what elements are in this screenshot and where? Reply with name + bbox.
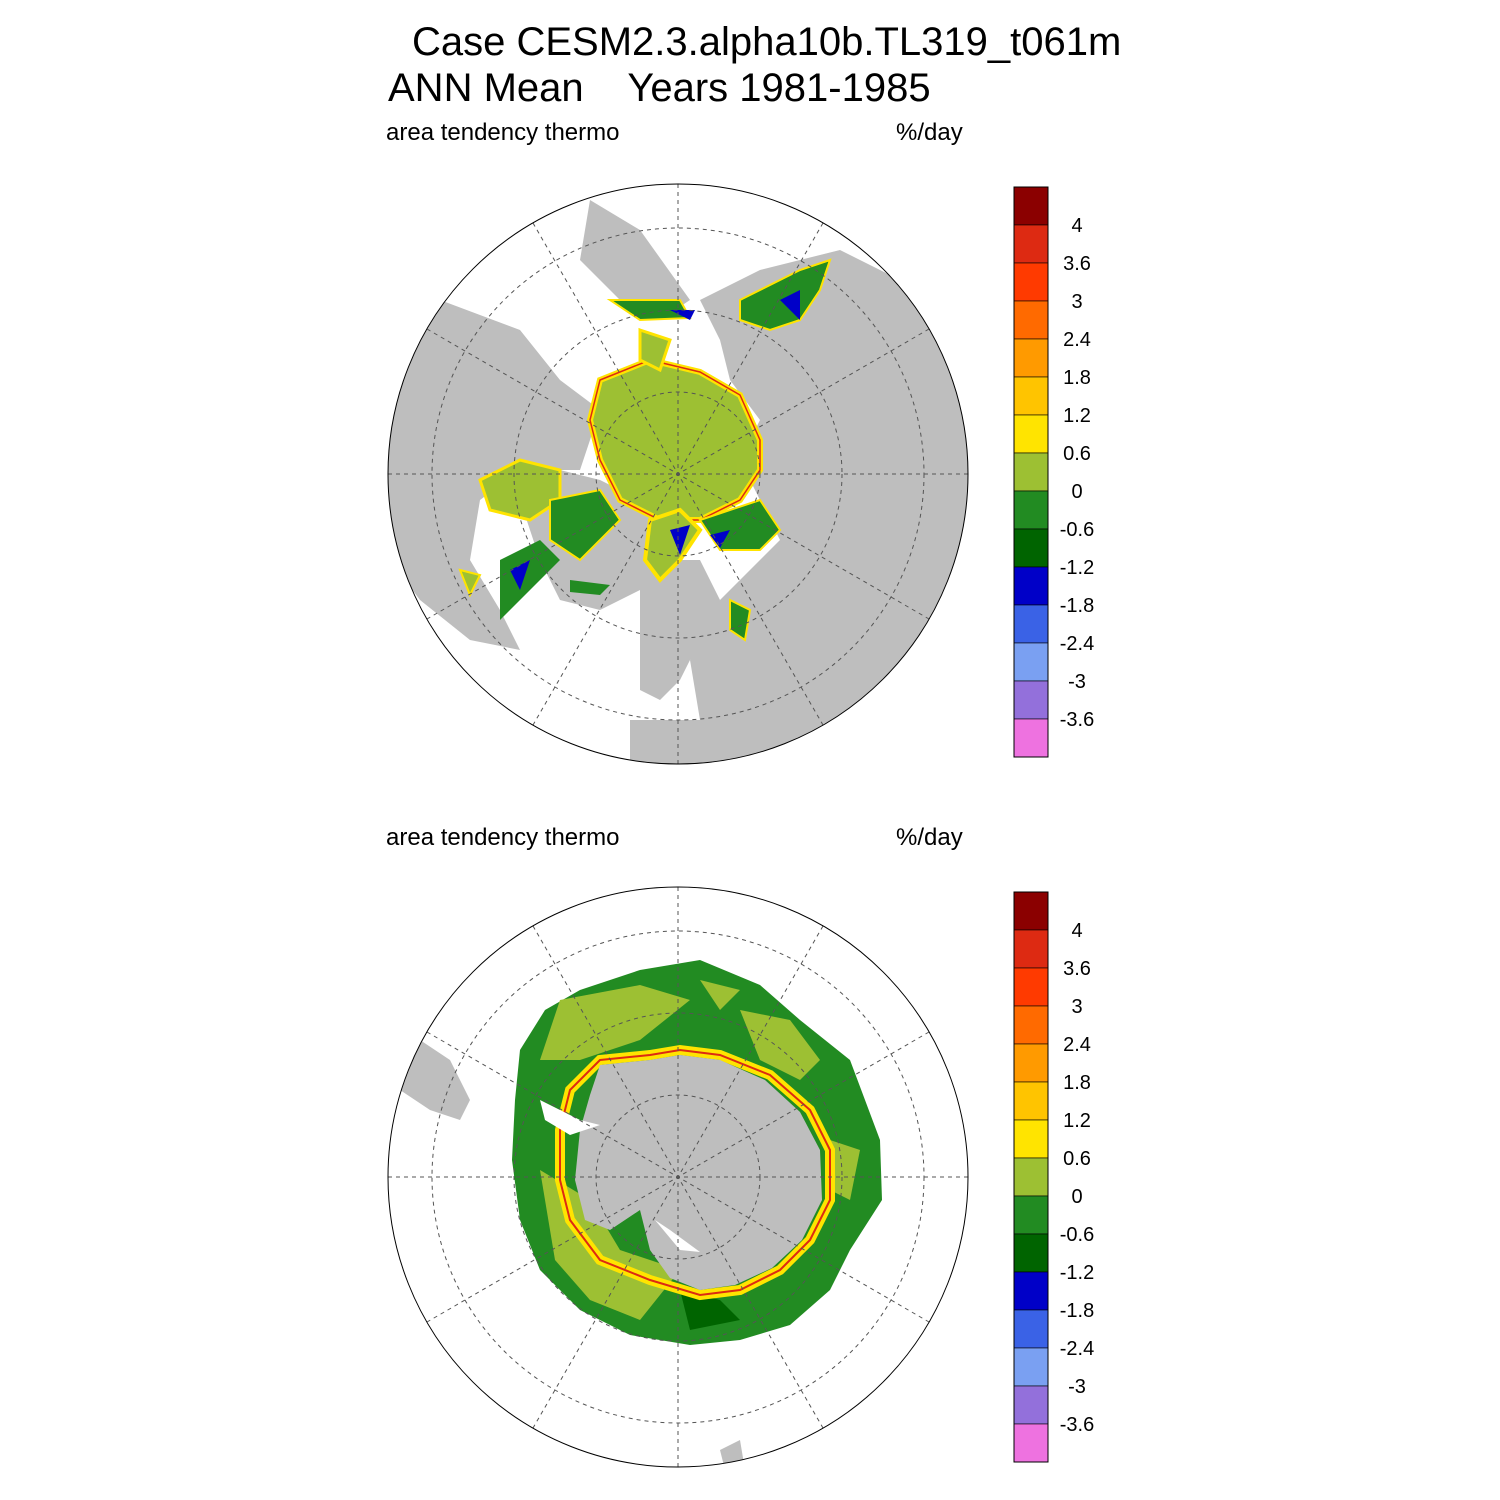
colorbar-tick-label: 0 [1071, 481, 1082, 503]
colorbar-swatch [1013, 1081, 1049, 1121]
colorbar-swatch [1013, 891, 1049, 931]
north-graticule [388, 184, 968, 764]
title-case: Case CESM2.3.alpha10b.TL319_t061m [412, 20, 1122, 64]
colorbar-swatch [1013, 1309, 1049, 1349]
colorbar-swatch [1013, 1043, 1049, 1083]
colorbar-swatch [1013, 1233, 1049, 1273]
north-america-land [388, 260, 600, 650]
colorbar-swatch [1013, 452, 1049, 492]
colorbar-tick-label: -1.2 [1060, 1262, 1094, 1284]
colorbar-swatch [1013, 376, 1049, 416]
colorbar-tick-label: -2.4 [1060, 633, 1094, 655]
colorbar-swatch [1013, 718, 1049, 758]
colorbar-tick-label: 1.8 [1063, 1072, 1091, 1094]
colorbar-swatch [1013, 967, 1049, 1007]
colorbar-tick-label: 1.2 [1063, 1110, 1091, 1132]
colorbar-swatch [1013, 224, 1049, 264]
colorbar-tick-label: 0.6 [1063, 443, 1091, 465]
north-units-label: %/day [896, 119, 963, 146]
colorbar-swatch [1013, 490, 1049, 530]
north-polar-map [387, 183, 969, 765]
colorbar-swatch [1013, 186, 1049, 226]
south-graticule [388, 887, 968, 1467]
colorbar-swatch [1013, 1423, 1049, 1463]
colorbar-swatch [1013, 1385, 1049, 1425]
colorbar-tick-label: 0.6 [1063, 1148, 1091, 1170]
colorbar-frame [1013, 891, 1049, 1463]
colorbar-tick-label: -3.6 [1060, 1414, 1094, 1436]
colorbar-tick-label: 4 [1071, 920, 1082, 942]
colorbar-swatch [1013, 262, 1049, 302]
colorbar-swatch [1013, 1195, 1049, 1235]
south-variable-label: area tendency thermo [386, 824, 620, 851]
antarctica-land [575, 1055, 822, 1290]
colorbar-tick-label: 4 [1071, 215, 1082, 237]
colorbar-swatch [1013, 414, 1049, 454]
south-units-label: %/day [896, 824, 963, 851]
colorbar-tick-label: -1.8 [1060, 1300, 1094, 1322]
colorbar-swatch [1013, 338, 1049, 378]
colorbar-tick-label: -3.6 [1060, 709, 1094, 731]
colorbar-tick-label: 2.4 [1063, 329, 1091, 351]
colorbar-swatch [1013, 680, 1049, 720]
colorbar-south: 4 3.6 3 2.4 1.8 1.2 0.6 0 -0.6 -1.2 -1.8 -2.4 -3 -3.6 [1013, 891, 1094, 1463]
south-europe-land [630, 720, 760, 764]
colorbar-swatch [1013, 300, 1049, 340]
uk-land [640, 640, 660, 700]
colorbar-tick-label: 3 [1071, 291, 1082, 313]
colorbar-swatch [1013, 642, 1049, 682]
colorbar-tick-label: -2.4 [1060, 1338, 1094, 1360]
colorbar-tick-label: 1.2 [1063, 405, 1091, 427]
north-variable-label: area tendency thermo [386, 119, 620, 146]
colorbar-tick-label: -1.8 [1060, 595, 1094, 617]
colorbar-tick-label: -3 [1068, 1376, 1086, 1398]
eurasia-land [690, 250, 968, 764]
colorbar-tick-label: 3 [1071, 996, 1082, 1018]
siberia-land [580, 200, 690, 320]
colorbar-swatch [1013, 929, 1049, 969]
colorbar-tick-label: -0.6 [1060, 519, 1094, 541]
colorbar-tick-label: 0 [1071, 1186, 1082, 1208]
colorbar-tick-label: -3 [1068, 671, 1086, 693]
colorbar-swatch [1013, 1157, 1049, 1197]
colorbar-swatch [1013, 1271, 1049, 1311]
colorbar-tick-label: -1.2 [1060, 557, 1094, 579]
colorbar-swatch [1013, 1347, 1049, 1387]
colorbar-swatch [1013, 528, 1049, 568]
north-sea-ice [458, 258, 832, 642]
colorbar-tick-label: 2.4 [1063, 1034, 1091, 1056]
colorbar-frame [1013, 186, 1049, 758]
colorbar-swatch [1013, 604, 1049, 644]
colorbar-swatch [1013, 1119, 1049, 1159]
colorbar-swatch [1013, 1005, 1049, 1045]
colorbar-tick-label: 3.6 [1063, 958, 1091, 980]
colorbar-swatch [1013, 566, 1049, 606]
colorbar-tick-label: 3.6 [1063, 253, 1091, 275]
colorbar-tick-label: -0.6 [1060, 1224, 1094, 1246]
south-polar-map [387, 886, 969, 1468]
colorbar-north: 4 3.6 3 2.4 1.8 1.2 0.6 0 -0.6 -1.2 -1.8 -2.4 -3 -3.6 [1013, 186, 1094, 758]
title-period: ANN Mean Years 1981-1985 [388, 66, 931, 110]
colorbar-tick-label: 1.8 [1063, 367, 1091, 389]
